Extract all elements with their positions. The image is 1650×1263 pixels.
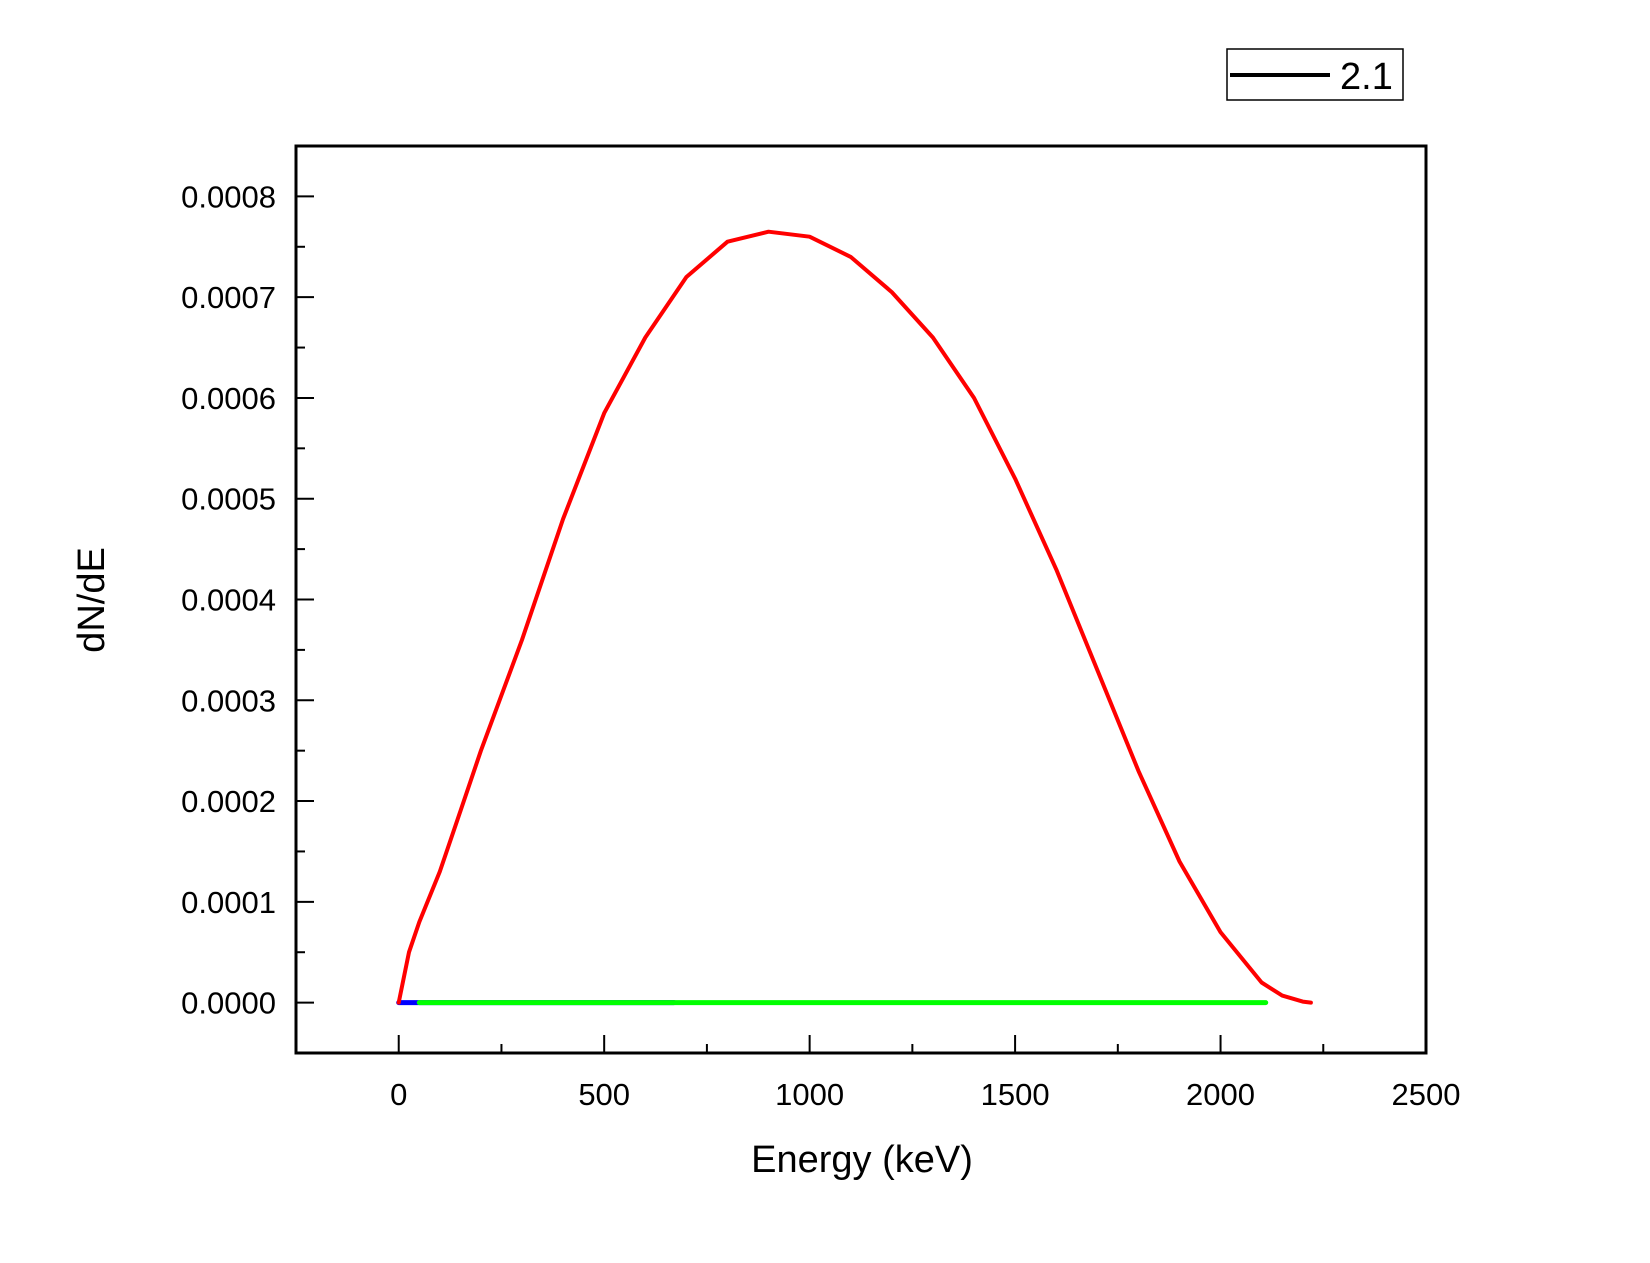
y-tick-label: 0.0006 xyxy=(181,381,276,416)
plot-frame xyxy=(294,144,1428,1055)
x-axis-title: Energy (keV) xyxy=(751,1139,973,1181)
x-tick-label: 500 xyxy=(578,1077,630,1112)
x-tick-label: 1000 xyxy=(775,1077,844,1112)
x-tick-label: 0 xyxy=(390,1077,407,1112)
x-tick-label: 2000 xyxy=(1186,1077,1255,1112)
legend: 2.1 xyxy=(1226,48,1404,101)
y-tick-label: 0.0007 xyxy=(181,280,276,315)
x-tick-label: 1500 xyxy=(981,1077,1050,1112)
y-tick-label: 0.0001 xyxy=(181,885,276,920)
y-axis-title: dN/dE xyxy=(71,547,113,653)
x-tick-label: 2500 xyxy=(1392,1077,1461,1112)
y-tick-label: 0.0003 xyxy=(181,683,276,718)
legend-label: 2.1 xyxy=(1340,56,1393,98)
y-tick-label: 0.0008 xyxy=(181,179,276,214)
y-tick-label: 0.0002 xyxy=(181,784,276,819)
y-tick-label: 0.0005 xyxy=(181,482,276,517)
y-tick-label: 0.0004 xyxy=(181,583,276,618)
series-red-spectrum xyxy=(396,229,1313,1005)
y-tick-label: 0.0000 xyxy=(181,986,276,1021)
